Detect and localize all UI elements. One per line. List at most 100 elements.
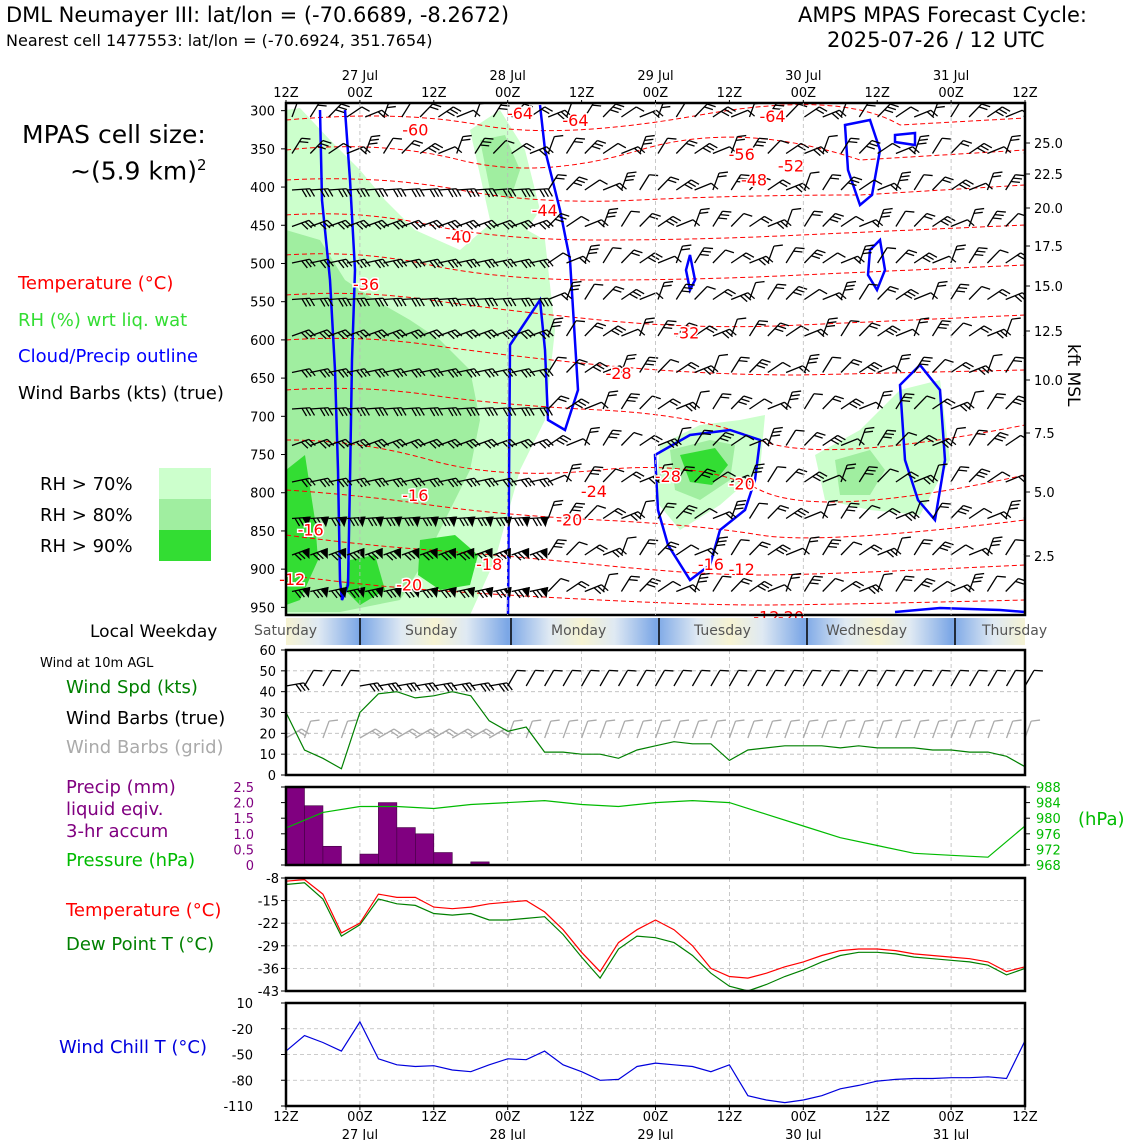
- barb-feather: [1002, 106, 1011, 112]
- barb-staff: [968, 247, 980, 264]
- barb-staff: [456, 219, 474, 228]
- barb-staff: [492, 103, 504, 118]
- wind10m-barb: [747, 669, 766, 687]
- barb-staff: [931, 103, 940, 118]
- legend-rh: RH (%) wrt liq. wat: [18, 310, 188, 331]
- barb-feather: [502, 188, 509, 198]
- barb-staff: [419, 368, 438, 374]
- barb-feather: [465, 332, 474, 340]
- wind10m-grid-barb: [895, 719, 911, 739]
- barb-feather: [633, 249, 643, 254]
- barb-feather: [664, 463, 674, 466]
- barb-staff: [415, 728, 432, 739]
- barb-feather: [957, 510, 967, 515]
- barb-staff: [328, 297, 347, 301]
- barb-feather: [645, 134, 655, 138]
- barb-staff: [346, 438, 365, 447]
- wind10m-grid-barb: [580, 719, 597, 739]
- barb-feather: [576, 179, 585, 184]
- barb-feather: [870, 364, 880, 370]
- barb-staff: [767, 361, 784, 374]
- barb-staff: [621, 288, 637, 301]
- barb-feather: [965, 361, 974, 368]
- cloud-outline: [894, 606, 1025, 614]
- wind-barb: [822, 212, 844, 227]
- barb-feather: [782, 544, 791, 550]
- barb-staff: [785, 574, 793, 592]
- barb-feather: [535, 669, 545, 672]
- wind-barb: [364, 134, 381, 154]
- wind-barb: [584, 283, 604, 300]
- barb-feather: [551, 324, 561, 328]
- barb-feather: [392, 137, 403, 140]
- barb-feather: [367, 517, 374, 527]
- pressure-tick-label: 972: [1036, 843, 1061, 858]
- barb-staff: [547, 356, 559, 373]
- barb-staff: [639, 174, 650, 191]
- barb-staff: [547, 318, 555, 337]
- barb-feather: [795, 429, 805, 432]
- wind-barb: [675, 283, 695, 300]
- barb-staff: [1005, 356, 1016, 373]
- wind-barb: [877, 325, 901, 337]
- bottom-time-tick-label: 00Z: [643, 1110, 669, 1125]
- barb-staff: [858, 361, 875, 374]
- wind-barb: [895, 288, 919, 301]
- wind-barb: [675, 466, 695, 483]
- barb-staff: [876, 391, 885, 410]
- barb-staff: [639, 213, 653, 227]
- barb-staff: [747, 720, 755, 739]
- wind-barb: [931, 280, 948, 300]
- bottom-time-tick-label: 00Z: [495, 1110, 521, 1125]
- barb-feather: [690, 179, 700, 185]
- barb-staff: [346, 407, 365, 410]
- barb-staff: [968, 574, 976, 592]
- barb-staff: [493, 297, 512, 301]
- barb-staff: [303, 670, 315, 687]
- barb-feather: [575, 137, 586, 140]
- barb-feather: [960, 283, 970, 286]
- barb-staff: [547, 539, 559, 556]
- wind10m-grid-barb: [525, 719, 542, 739]
- bottom-time-tick-label: 00Z: [938, 1110, 964, 1125]
- barb-staff: [913, 136, 921, 154]
- cloud-outlines: [318, 104, 1025, 615]
- barb-feather: [974, 253, 984, 257]
- barb-staff: [858, 544, 875, 556]
- barb-staff: [913, 174, 925, 191]
- barb-feather: [632, 291, 642, 297]
- barb-feather: [430, 728, 439, 735]
- barb-staff: [968, 286, 983, 300]
- wind10m-barb: [396, 682, 421, 692]
- barb-feather: [337, 479, 345, 488]
- barb-staff: [932, 215, 948, 228]
- barb-staff: [840, 580, 857, 593]
- barb-feather: [414, 369, 422, 377]
- barb-feather: [649, 215, 659, 220]
- barb-feather: [466, 550, 474, 558]
- barb-feather: [794, 185, 803, 193]
- barb-feather: [404, 590, 411, 599]
- pressure-tick-label: 900: [250, 563, 275, 578]
- barb-staff: [639, 136, 647, 154]
- barb-feather: [937, 284, 947, 287]
- barb-feather: [827, 321, 837, 324]
- barb-staff: [547, 252, 564, 264]
- barb-feather: [349, 590, 356, 599]
- barb-feather: [594, 325, 604, 330]
- barb-feather: [866, 469, 876, 472]
- barb-feather: [865, 244, 875, 247]
- barb-feather: [374, 298, 381, 307]
- bottom-time-tick-label: 12Z: [421, 1110, 447, 1125]
- wind-barb: [492, 103, 512, 118]
- wind-barb: [767, 283, 787, 300]
- barb-feather: [371, 589, 379, 598]
- barb-feather: [301, 370, 308, 378]
- wind10m-barb: [1005, 669, 1025, 687]
- wind-barb: [840, 137, 860, 154]
- barb-feather: [615, 285, 625, 290]
- barb-feather: [392, 298, 399, 307]
- wind-barb: [712, 288, 736, 301]
- barb-feather: [520, 260, 528, 269]
- wind-speed-line: [285, 691, 1026, 770]
